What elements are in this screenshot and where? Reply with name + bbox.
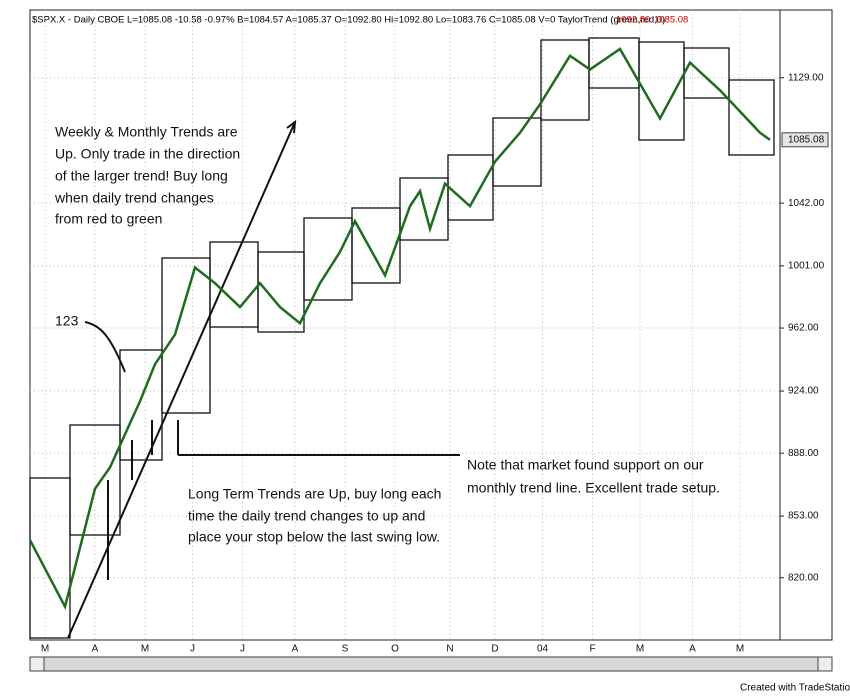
- footer: Created with TradeStation: [740, 683, 850, 694]
- y-tick-label: 1001.00: [788, 261, 825, 272]
- y-tick-label: 924.00: [788, 386, 819, 397]
- y-tick-label: 1042.00: [788, 198, 825, 209]
- annotation: Long Term Trends are Up, buy long each: [188, 486, 441, 502]
- plot-frame: [29, 9, 781, 641]
- x-tick-label: A: [689, 644, 696, 655]
- y-tick-label: 820.00: [788, 572, 819, 583]
- trend-box: [69, 424, 121, 536]
- annotation: place your stop below the last swing low…: [188, 529, 440, 545]
- chart-title: $SPX.X - Daily CBOE L=1085.08 -10.58 -0.…: [32, 15, 665, 26]
- y-tick-label: 888.00: [788, 448, 819, 459]
- trend-boxes: [29, 37, 775, 639]
- x-tick-label: M: [736, 644, 744, 655]
- trend-box: [29, 477, 71, 639]
- annotation: Weekly & Monthly Trends are: [55, 124, 238, 140]
- trend-box: [492, 117, 542, 187]
- y-tick-label: 1129.00: [788, 72, 824, 83]
- x-tick-label: 04: [537, 644, 549, 655]
- y-tick-label: 853.00: [788, 511, 819, 522]
- annotation: monthly trend line. Excellent trade setu…: [467, 480, 720, 496]
- title-value: 1092.80: [616, 15, 650, 26]
- title-value: 1085.08: [654, 15, 688, 26]
- arrow: [84, 321, 126, 373]
- trend-box: [351, 207, 401, 284]
- x-tick-label: J: [190, 644, 195, 655]
- y-tick-label: 962.00: [788, 323, 819, 334]
- trend-box: [728, 79, 775, 156]
- x-tick-label: A: [292, 644, 299, 655]
- scrollbar[interactable]: [29, 656, 833, 672]
- x-tick-label: J: [240, 644, 245, 655]
- x-tick-label: S: [342, 644, 349, 655]
- x-tick-label: M: [636, 644, 644, 655]
- last-price-label: 1085.08: [788, 134, 825, 145]
- x-tick-label: N: [446, 644, 453, 655]
- scroll-right[interactable]: [817, 656, 833, 672]
- x-tick-label: F: [589, 644, 595, 655]
- arrow-head: [286, 119, 297, 134]
- scroll-left[interactable]: [29, 656, 45, 672]
- x-tick-label: O: [391, 644, 399, 655]
- x-tick-label: D: [491, 644, 498, 655]
- annotation: Note that market found support on our: [467, 457, 704, 473]
- x-tick-label: A: [92, 644, 99, 655]
- annotation: Up. Only trade in the direction: [55, 146, 240, 162]
- last-price-box: [781, 132, 829, 148]
- annotation: time the daily trend changes to up and: [188, 508, 425, 524]
- x-tick-label: M: [141, 644, 149, 655]
- annotation: when daily trend changes: [54, 190, 214, 206]
- price-line: [28, 47, 771, 611]
- drawings: [67, 119, 460, 639]
- price-axis: [779, 9, 833, 641]
- trend-line: [67, 121, 296, 639]
- annotation: of the larger trend! Buy long: [55, 168, 228, 184]
- annotation: from red to green: [55, 211, 162, 227]
- trend-box: [161, 257, 211, 414]
- x-tick-label: M: [41, 644, 49, 655]
- annotation: 123: [55, 313, 79, 329]
